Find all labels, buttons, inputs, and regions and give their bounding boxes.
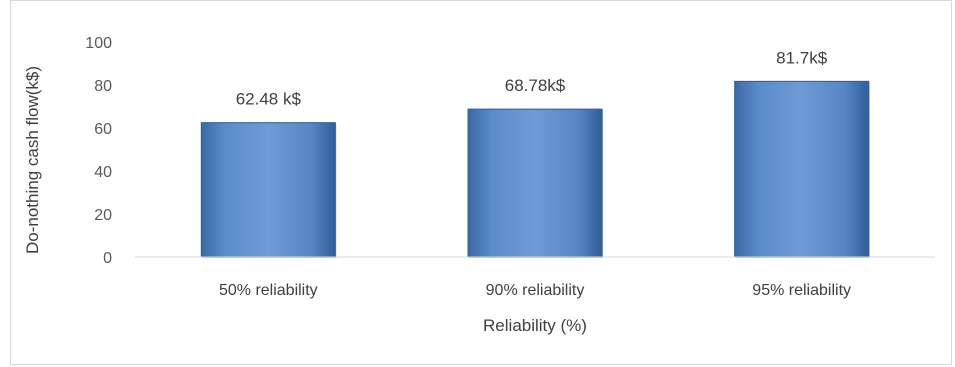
- data-label: 81.7k$: [776, 48, 828, 67]
- data-label: 62.48 k$: [236, 90, 302, 109]
- x-category-label: 90% reliability: [486, 282, 585, 299]
- x-category-label: 50% reliability: [219, 282, 318, 299]
- y-tick-label: 0: [103, 250, 112, 267]
- y-tick-label: 100: [85, 35, 112, 52]
- y-tick-label: 60: [94, 121, 112, 138]
- data-label: 68.78k$: [505, 76, 566, 95]
- y-tick-label: 80: [94, 78, 112, 95]
- bar-1: [200, 122, 336, 258]
- x-axis-title: Reliability (%): [483, 316, 587, 335]
- bar-3: [734, 80, 870, 258]
- y-tick-label: 40: [94, 164, 112, 181]
- bar-2: [467, 108, 603, 258]
- y-tick-label: 20: [94, 207, 112, 224]
- y-axis-title: Do-nothing cash flow(k$): [23, 66, 42, 254]
- x-category-label: 95% reliability: [752, 282, 851, 299]
